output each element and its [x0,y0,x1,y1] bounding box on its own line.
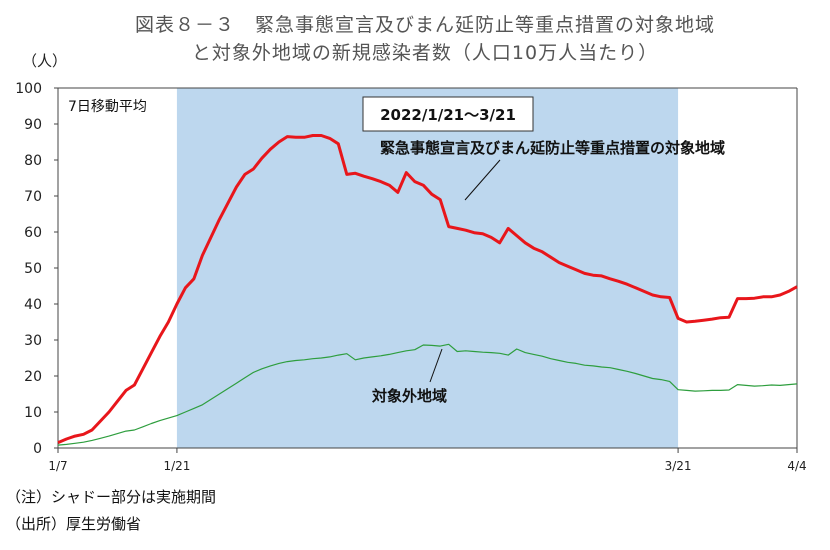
x-tick-label: 3/21 [665,459,692,473]
x-tick-label: 1/7 [48,459,67,473]
y-axis: 0 10 20 30 40 50 60 70 80 90 100 [15,81,798,457]
series-line-other-areas [57,343,798,446]
chart-title-line2: と対象外地域の新規感染者数（人口10万人当たり） [191,42,659,64]
y-tick-label: 50 [24,261,42,277]
other-series-label: 対象外地域 [371,387,447,405]
other-series-leader-line [429,348,443,383]
y-tick-label: 60 [24,225,42,241]
series-line-target-areas [57,134,798,444]
line-chart: 0 10 20 30 40 50 60 70 80 90 100 1/7 1/21 3/21 4/4 7日… [15,81,807,473]
note-source: （出所）厚生労働省 [6,515,142,533]
chart-title-line1: 図表８－３ 緊急事態宣言及びまん延防止等重点措置の対象地域 [134,14,715,36]
note-shaded-period: （注）シャドー部分は実施期間 [6,488,217,506]
x-axis: 1/7 1/21 3/21 4/4 [48,447,807,473]
annotation-layer: 7日移動平均 2022/1/21～3/21 緊急事態宣言及びまん延防止等重点措置の対… [68,96,725,405]
y-axis-unit-label: （人） [22,52,68,70]
period-label: 2022/1/21～3/21 [380,106,516,124]
y-tick-label: 90 [24,117,42,133]
y-tick-label: 100 [15,81,42,97]
series-layer [57,134,798,446]
y-tick-label: 0 [33,441,42,457]
x-tick-label: 4/4 [787,459,806,473]
target-series-leader-line [464,159,501,201]
y-tick-label: 30 [24,333,42,349]
y-tick-label: 70 [24,189,42,205]
x-tick-label: 1/21 [163,459,190,473]
y-tick-label: 80 [24,153,42,169]
target-series-label: 緊急事態宣言及びまん延防止等重点措置の対象地域 [380,139,725,157]
moving-average-note: 7日移動平均 [68,99,147,115]
y-tick-label: 40 [24,297,42,313]
shaded-period [176,88,679,448]
y-tick-label: 10 [24,405,42,421]
y-tick-label: 20 [24,369,42,385]
period-label-box [362,96,534,132]
